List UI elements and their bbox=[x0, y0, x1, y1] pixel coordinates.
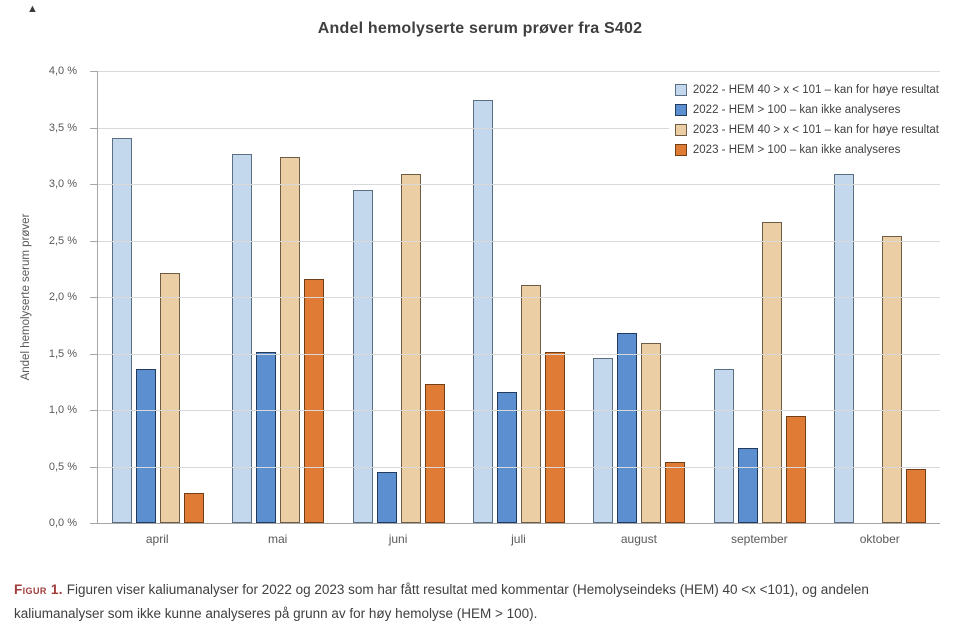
bar-series1-juli bbox=[472, 100, 493, 523]
y-tick-label: 0,0 % bbox=[48, 517, 77, 529]
figure-caption: Figur 1. Figuren viser kaliumanalyser fo… bbox=[14, 578, 948, 626]
bar-series3-oktober bbox=[881, 235, 902, 523]
legend-item-1: 2022 - HEM 40 > x < 101 – kan for høye r… bbox=[674, 84, 939, 96]
bar-series1-september bbox=[713, 369, 734, 523]
y-tick-label: 1,5 % bbox=[48, 348, 77, 360]
gridline bbox=[98, 184, 940, 185]
y-axis-tick bbox=[90, 354, 98, 355]
y-tick-label: 1,0 % bbox=[48, 404, 77, 416]
bar-series4-september bbox=[785, 415, 806, 523]
x-tick-label-oktober: oktober bbox=[859, 532, 900, 546]
bar-group-juli bbox=[459, 71, 579, 523]
y-tick-label: 3,0 % bbox=[48, 178, 77, 190]
bar-series1-april bbox=[112, 137, 133, 523]
chart-legend: 2022 - HEM 40 > x < 101 – kan for høye r… bbox=[668, 80, 945, 160]
legend-swatch-icon bbox=[674, 144, 687, 156]
bar-series4-mai bbox=[304, 278, 325, 523]
bar-series3-mai bbox=[280, 156, 301, 523]
bar-series2-august bbox=[617, 333, 638, 523]
gridline bbox=[98, 354, 940, 355]
gridline bbox=[98, 410, 940, 411]
chart-title: Andel hemolyserte serum prøver fra S402 bbox=[317, 20, 643, 37]
x-tick-label-september: september bbox=[730, 532, 788, 546]
x-tick-label-mai: mai bbox=[267, 532, 288, 546]
plot-area bbox=[90, 71, 940, 524]
y-axis-tick bbox=[90, 184, 98, 185]
page-corner-artifact: ▲ bbox=[27, 3, 38, 15]
bar-series1-mai bbox=[232, 153, 253, 523]
y-tick-label: 0,5 % bbox=[48, 461, 77, 473]
bar-series3-juni bbox=[400, 173, 421, 523]
legend-item-3: 2023 - HEM 40 > x < 101 – kan for høye r… bbox=[674, 124, 939, 136]
bar-groups-container bbox=[98, 71, 940, 523]
legend-label: 2022 - HEM 40 > x < 101 – kan for høye r… bbox=[692, 84, 939, 96]
gridline bbox=[98, 467, 940, 468]
bar-group-mai bbox=[218, 71, 338, 523]
bar-series4-juli bbox=[544, 352, 565, 523]
bar-series1-juni bbox=[352, 189, 373, 523]
bar-group-august bbox=[579, 71, 699, 523]
bar-series2-juni bbox=[376, 472, 397, 523]
y-axis-tick bbox=[90, 297, 98, 298]
gridline bbox=[98, 241, 940, 242]
y-axis-tick bbox=[90, 241, 98, 242]
legend-swatch-icon bbox=[674, 84, 687, 96]
legend-swatch-icon bbox=[674, 124, 687, 136]
gridline bbox=[98, 297, 940, 298]
y-axis-tick bbox=[90, 128, 98, 129]
bar-series2-september bbox=[737, 448, 758, 523]
x-axis-labels: april mai juni juli august september oktober bbox=[97, 532, 940, 546]
bar-series2-juli bbox=[496, 391, 517, 523]
bar-group-oktober bbox=[820, 71, 940, 523]
gridline bbox=[98, 128, 940, 129]
y-tick-label: 3,5 % bbox=[48, 122, 77, 134]
bar-series4-april bbox=[184, 492, 205, 523]
bar-series3-april bbox=[160, 273, 181, 523]
legend-label: 2023 - HEM 40 > x < 101 – kan for høye r… bbox=[692, 124, 939, 136]
y-axis-tick bbox=[90, 467, 98, 468]
y-axis-tick bbox=[90, 410, 98, 411]
bar-series2-mai bbox=[256, 352, 277, 523]
x-axis-line bbox=[98, 523, 940, 524]
legend-item-2: 2022 - HEM > 100 – kan ikke analyseres bbox=[674, 104, 939, 116]
y-tick-label: 4,0 % bbox=[48, 65, 77, 77]
x-tick-label-august: august bbox=[620, 532, 657, 546]
x-tick-label-juni: juni bbox=[388, 532, 408, 546]
bar-series3-august bbox=[641, 343, 662, 523]
y-axis-tick bbox=[90, 523, 98, 524]
legend-swatch-icon bbox=[674, 104, 687, 116]
legend-label: 2023 - HEM > 100 – kan ikke analyseres bbox=[692, 144, 901, 156]
bar-series3-juli bbox=[520, 284, 541, 523]
y-axis-tick bbox=[90, 71, 98, 72]
y-axis-tick-labels: 0,0 % 0,5 % 1,0 % 1,5 % 2,0 % 2,5 % 3,0 % 3,5 %… bbox=[0, 65, 89, 529]
bar-series2-april bbox=[136, 369, 157, 523]
bar-series1-oktober bbox=[833, 173, 854, 523]
figure-caption-label: Figur 1. bbox=[14, 582, 63, 597]
bar-series4-juni bbox=[424, 384, 445, 523]
x-tick-label-juli: juli bbox=[511, 532, 526, 546]
x-tick-label-april: april bbox=[145, 532, 169, 546]
bar-series3-september bbox=[761, 222, 782, 523]
gridline bbox=[98, 71, 940, 72]
bar-group-juni bbox=[339, 71, 459, 523]
legend-label: 2022 - HEM > 100 – kan ikke analyseres bbox=[692, 104, 901, 116]
y-tick-label: 2,5 % bbox=[48, 235, 77, 247]
bar-series1-august bbox=[593, 358, 614, 523]
figure-caption-text: Figuren viser kaliumanalyser for 2022 og… bbox=[14, 582, 869, 621]
y-tick-label: 2,0 % bbox=[48, 291, 77, 303]
bar-group-april bbox=[98, 71, 218, 523]
legend-item-4: 2023 - HEM > 100 – kan ikke analyseres bbox=[674, 144, 939, 156]
bar-series4-august bbox=[665, 461, 686, 523]
bar-series4-oktober bbox=[905, 468, 926, 523]
